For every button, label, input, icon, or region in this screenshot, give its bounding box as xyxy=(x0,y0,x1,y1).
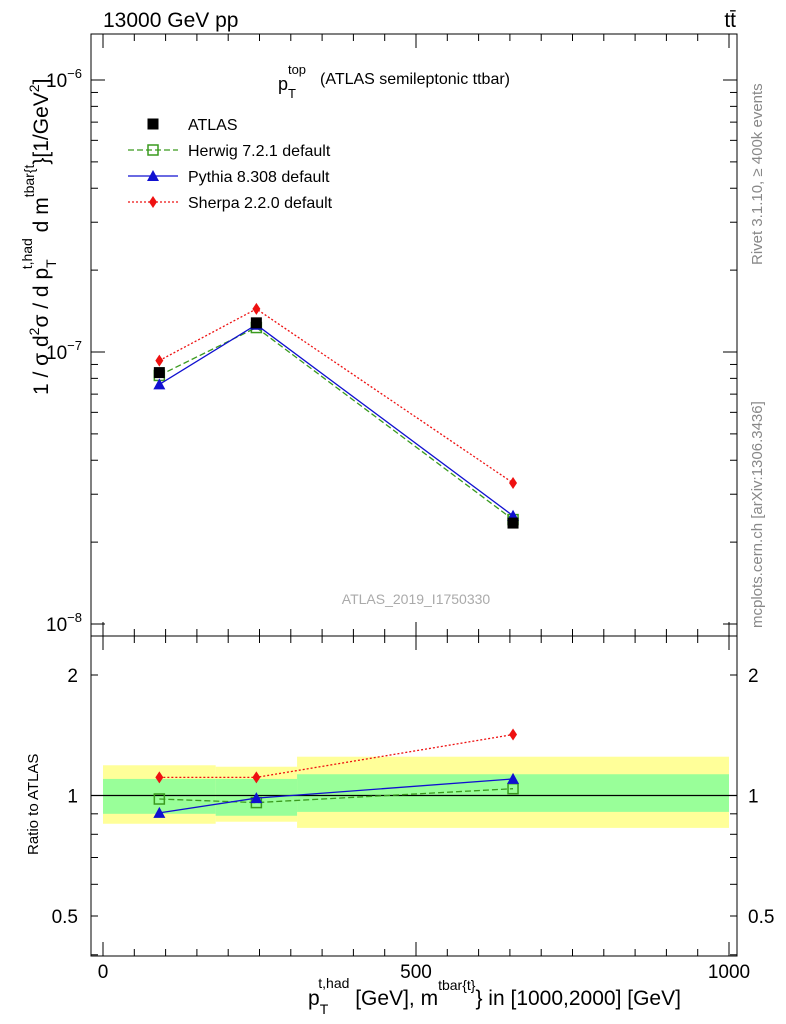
main-pythia-point xyxy=(153,378,166,390)
xlabel-mid: [GeV], m xyxy=(349,987,438,1010)
ylabel-sup-2b: 2 xyxy=(26,84,42,92)
ratio-y-tick-label-right: 0.5 xyxy=(748,907,774,928)
legend-sherpa-marker xyxy=(149,196,157,208)
legend: ATLAS Herwig 7.2.1 default Pythia 8.308 de… xyxy=(128,117,333,212)
main-title-sub: T xyxy=(288,86,296,101)
side-source-label: mcplots.cern.ch [arXiv:1306.3436] xyxy=(749,401,766,628)
ratio-plot-frame xyxy=(90,635,738,957)
xlabel-p: p xyxy=(308,987,320,1010)
main-y-tick-label-base: 10 xyxy=(46,615,67,636)
main-y-tick-label: 10−6 xyxy=(46,66,82,92)
main-title-sup: top xyxy=(288,62,306,77)
xlabel-p-sub: T xyxy=(320,1001,329,1017)
ratio-y-tick-label: 1 xyxy=(67,787,78,808)
main-atlas-point xyxy=(153,367,165,379)
main-y-axis-label: 1 / σ d2σ / d pTt,had d mtbar{t}[1/GeV2] xyxy=(19,79,59,395)
legend-herwig-marker xyxy=(147,144,159,156)
legend-atlas-marker xyxy=(147,118,159,130)
x-tick-label: 1000 xyxy=(708,962,750,983)
ratio-y-tick-label: 0.5 xyxy=(52,907,78,928)
ylabel-sup-tbar: tbar{t xyxy=(21,165,37,198)
main-title-rest: (ATLAS semileptonic ttbar) xyxy=(320,71,510,88)
main-title: pTtop xyxy=(278,62,306,101)
ylabel-part-3: d m xyxy=(30,197,53,238)
legend-atlas-label: ATLAS xyxy=(188,117,238,134)
main-atlas-point xyxy=(250,317,262,329)
main-sherpa-point xyxy=(509,476,518,489)
main-title-p: p xyxy=(278,74,288,94)
analysis-watermark: ATLAS_2019_I1750330 xyxy=(342,591,491,607)
main-y-tick-label-base: 10 xyxy=(46,343,67,364)
xlabel-rest: } in [1000,2000] [GeV] xyxy=(475,987,681,1010)
side-rivet-label: Rivet 3.1.10, ≥ 400k events xyxy=(749,83,766,265)
x-tick-label: 500 xyxy=(400,962,432,983)
ratio-y-tick-label-right: 1 xyxy=(748,787,759,808)
main-plot-panel: 10−810−710−6 xyxy=(46,34,737,636)
ratio-sherpa-point xyxy=(509,728,518,741)
legend-pythia-marker xyxy=(147,170,159,181)
ylabel-sup-2: 2 xyxy=(26,327,42,335)
legend-herwig-label: Herwig 7.2.1 default xyxy=(188,143,331,160)
main-atlas-point xyxy=(507,517,519,529)
main-y-tick-label-exp: −8 xyxy=(67,610,82,625)
main-y-tick-label-exp: −7 xyxy=(67,338,82,353)
ylabel-part-4: }[1/GeV xyxy=(30,92,53,164)
ratio-y-tick-label: 2 xyxy=(67,666,78,687)
ratio-y-axis-label: Ratio to ATLAS xyxy=(25,754,42,855)
xlabel-p-sup: t,had xyxy=(318,975,349,991)
legend-pythia-label: Pythia 8.308 default xyxy=(188,169,330,186)
ylabel-part-2: σ / d p xyxy=(30,268,53,328)
legend-sherpa-label: Sherpa 2.2.0 default xyxy=(188,195,333,212)
ratio-herwig-line xyxy=(159,788,514,804)
ratio-pythia-point xyxy=(153,806,166,818)
x-tick-label: 0 xyxy=(98,962,109,983)
main-y-tick-label-base: 10 xyxy=(46,71,67,92)
main-y-tick-label: 10−8 xyxy=(46,610,82,636)
ratio-sherpa-point xyxy=(155,771,164,784)
ylabel-part-1: 1 / σ d xyxy=(30,335,53,395)
main-sherpa-point xyxy=(252,302,261,315)
ratio-pythia-point xyxy=(507,772,520,784)
ratio-y-tick-label-right: 2 xyxy=(748,666,759,687)
header-right: tt̄ xyxy=(724,9,736,32)
xlabel-m-sup: tbar{t} xyxy=(438,977,476,993)
main-y-tick-label-exp: −6 xyxy=(67,66,82,81)
ratio-plot-panel: 0.5 0.5 1 1 2 2 0 500 1000 xyxy=(52,636,774,983)
ratio-pythia-point xyxy=(250,792,263,804)
main-sherpa-line xyxy=(159,308,514,484)
header-left: 13000 GeV pp xyxy=(103,9,238,32)
ylabel-part-5: ] xyxy=(30,79,53,85)
main-herwig-line xyxy=(159,326,514,521)
main-pythia-line xyxy=(158,323,514,517)
x-axis-label: pTt,had [GeV], mtbar{t}} in [1000,2000] … xyxy=(308,975,681,1017)
ratio-sherpa-point xyxy=(252,771,261,784)
main-sherpa-point xyxy=(155,354,164,367)
ratio-herwig-point xyxy=(153,793,166,805)
main-y-tick-label: 10−7 xyxy=(46,338,82,364)
ylabel-sup-thad: t,had xyxy=(19,238,35,269)
ylabel-sub-t: T xyxy=(43,259,59,268)
